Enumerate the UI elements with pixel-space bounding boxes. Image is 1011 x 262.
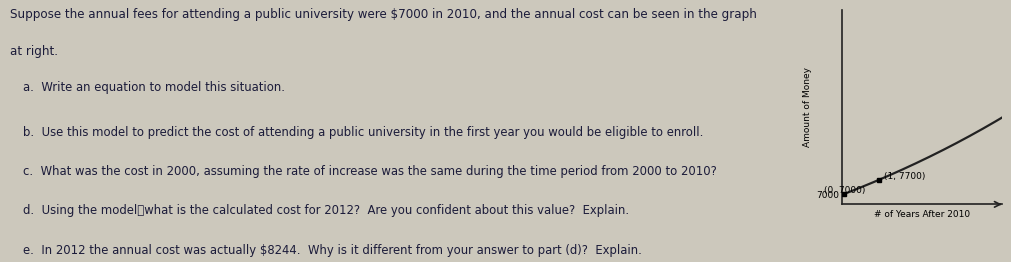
Text: (0, 7000): (0, 7000) bbox=[824, 186, 865, 195]
Text: Suppose the annual fees for attending a public university were $7000 in 2010, an: Suppose the annual fees for attending a … bbox=[10, 8, 756, 21]
Text: b.  Use this model to predict the cost of attending a public university in the f: b. Use this model to predict the cost of… bbox=[23, 126, 703, 139]
Y-axis label: Amount of Money: Amount of Money bbox=[803, 67, 811, 148]
X-axis label: # of Years After 2010: # of Years After 2010 bbox=[874, 210, 969, 219]
Text: a.  Write an equation to model this situation.: a. Write an equation to model this situa… bbox=[23, 81, 285, 94]
Text: c.  What was the cost in 2000, assuming the rate of increase was the same during: c. What was the cost in 2000, assuming t… bbox=[23, 165, 716, 178]
Text: e.  In 2012 the annual cost was actually $8244.  Why is it different from your a: e. In 2012 the annual cost was actually … bbox=[23, 244, 641, 257]
Text: (1, 7700): (1, 7700) bbox=[884, 172, 925, 181]
Text: at right.: at right. bbox=[10, 45, 58, 58]
Text: d.  Using the model⎯what is the calculated cost for 2012?  Are you confident abo: d. Using the model⎯what is the calculate… bbox=[23, 204, 629, 217]
